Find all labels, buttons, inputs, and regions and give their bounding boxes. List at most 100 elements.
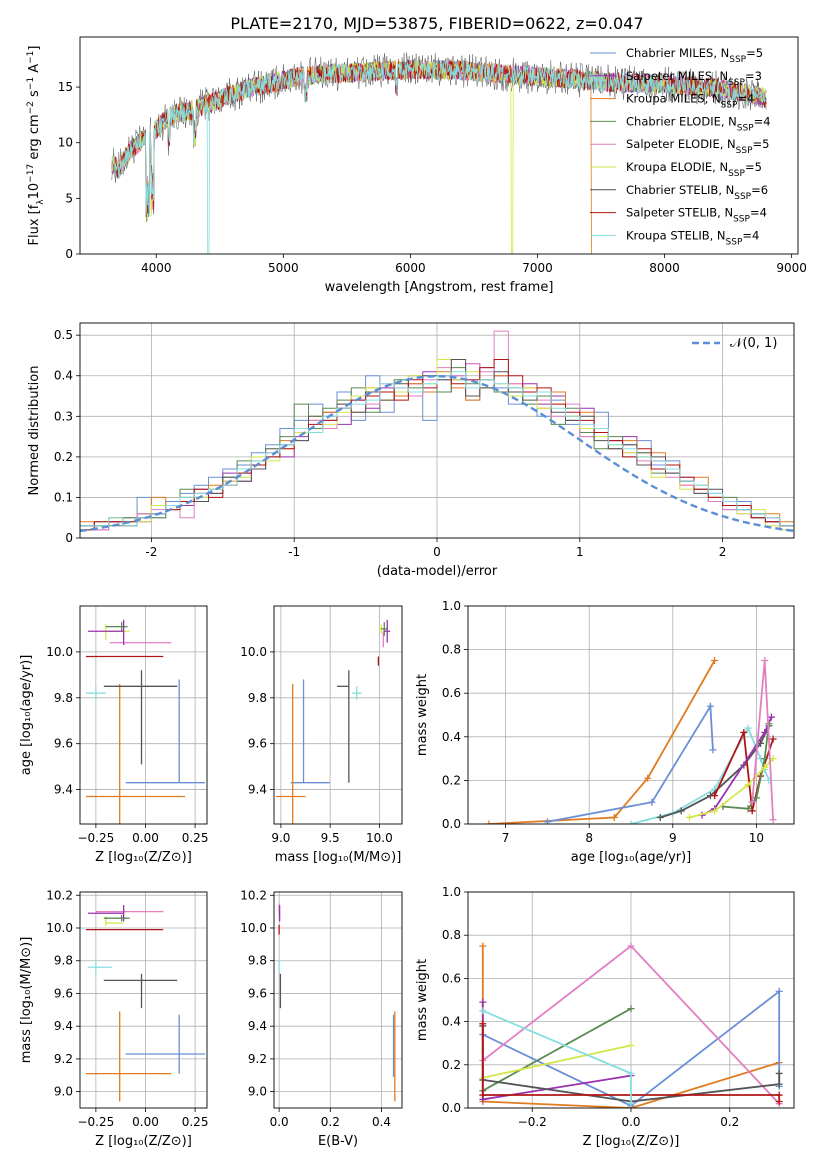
- series-marker: [767, 713, 775, 721]
- legend-entry: Salpeter MILES, NSSP=3: [626, 69, 762, 88]
- series-marker: [543, 818, 551, 824]
- y-tick-label: 9.0: [248, 1085, 267, 1099]
- figure-title: PLATE=2170, MJD=53875, FIBERID=0622, z=0…: [230, 14, 643, 33]
- x-axis-label: age [log₁₀(age/yr)]: [571, 850, 692, 865]
- series-marker: [610, 813, 618, 821]
- gaussian-curve: [80, 374, 794, 533]
- x-axis-label: (data-model)/error: [377, 564, 498, 579]
- series-marker: [769, 735, 777, 743]
- legend-entry: Salpeter STELIB, NSSP=4: [626, 206, 767, 225]
- residuals-panel: -2 -1 0 1 2 0 0.1 0.2 0.3 0.4 0.5 (data-model)/erro…: [27, 322, 795, 579]
- y-tick-label: 10.2: [240, 888, 267, 902]
- y-axis-label: mass weight: [415, 959, 430, 1041]
- series-marker: [748, 798, 756, 806]
- x-tick-label: 0.0: [621, 1115, 640, 1129]
- series-marker: [711, 657, 719, 664]
- series-marker: [775, 1080, 783, 1088]
- series-marker: [479, 1007, 487, 1015]
- x-tick-label: 0.4: [372, 1115, 391, 1129]
- y-tick-label: 10.0: [240, 921, 267, 935]
- y-tick-label: 0: [65, 531, 73, 545]
- x-axis-label: mass [log₁₀(M/M⊙)]: [275, 850, 402, 865]
- x-tick-label: 9.5: [321, 831, 340, 845]
- axes-frame: [273, 605, 403, 825]
- axes-frame: [467, 891, 795, 1109]
- legend-entry: Chabrier MILES, NSSP=5: [626, 46, 763, 65]
- series-marker: [744, 805, 752, 813]
- series-marker: [479, 998, 487, 1006]
- axes-frame: [79, 605, 208, 825]
- series-marker: [627, 820, 635, 824]
- y-tick-label: 15: [58, 80, 73, 94]
- series-marker: [744, 724, 752, 732]
- series-marker: [479, 1091, 487, 1099]
- x-tick-label: -2: [145, 545, 157, 559]
- mass-vs-ebv-panel: 0.0 0.2 0.4 9.0 9.2 9.4 9.6 9.8 10.0 10.2 E(B-V): [240, 888, 403, 1149]
- x-tick-label: 5000: [268, 261, 299, 275]
- series-marker: [744, 781, 752, 789]
- series-marker: [775, 1091, 783, 1099]
- histogram-step: [80, 367, 794, 531]
- y-tick-label: 0.6: [442, 686, 461, 700]
- series-marker: [648, 798, 656, 806]
- age-vs-metallicity-panel: −0.25 0.00 0.25 9.4 9.6 9.8 10.0 Z [log₁₀(Z/Z⊙)…: [19, 605, 209, 865]
- legend-entry: Chabrier STELIB, NSSP=6: [626, 183, 768, 202]
- y-tick-label: 1.0: [442, 599, 461, 613]
- legend-entry: Kroupa STELIB, NSSP=4: [626, 228, 759, 247]
- x-tick-label: 7000: [522, 261, 553, 275]
- y-tick-label: 9.6: [54, 986, 73, 1000]
- x-tick-label: 8: [585, 831, 593, 845]
- x-tick-label: 0.2: [321, 1115, 340, 1129]
- series-marker: [706, 702, 714, 710]
- series-line: [482, 989, 781, 1107]
- x-tick-label: 0.25: [182, 831, 209, 845]
- series-marker: [775, 987, 783, 995]
- series-marker: [709, 746, 717, 754]
- y-tick-label: 10.0: [46, 921, 73, 935]
- x-axis-label: Z [log₁₀(Z/Z⊙)]: [95, 850, 192, 865]
- x-tick-label: 8000: [649, 261, 680, 275]
- x-tick-label: −0.25: [77, 1115, 114, 1129]
- series-marker: [677, 807, 685, 815]
- y-tick-label: 0.5: [54, 328, 73, 342]
- y-axis-label: Normed distribution: [27, 366, 42, 496]
- age-vs-mass-panel: 9.0 9.5 10.0 9.4 9.6 9.8 10.0 mass [log₁₀(M/M⊙)…: [240, 605, 403, 865]
- series-marker: [775, 1098, 783, 1106]
- y-tick-label: 9.2: [54, 1052, 73, 1066]
- axes-frame: [273, 891, 403, 1109]
- x-axis-label: E(B-V): [318, 1134, 358, 1149]
- axes-frame: [79, 36, 799, 255]
- x-axis-label: Z [log₁₀(Z/Z⊙)]: [95, 1134, 192, 1149]
- spectrum-line: [111, 59, 593, 254]
- series-marker: [761, 657, 769, 664]
- series-marker: [485, 820, 493, 824]
- legend-entry: Salpeter ELODIE, NSSP=5: [626, 137, 769, 156]
- series-marker: [627, 1005, 635, 1013]
- x-tick-label: 0: [433, 545, 441, 559]
- y-tick-label: 0.3: [54, 409, 73, 423]
- y-tick-label: 0.4: [54, 369, 73, 383]
- series-marker: [644, 774, 652, 782]
- weight-vs-metallicity-panel: −0.2 0.0 0.2 0.0 0.2 0.4 0.6 0.8 1.0 Z [log₁₀(Z/Z…: [415, 885, 795, 1149]
- x-tick-label: 0.00: [132, 831, 159, 845]
- x-axis-label: wavelength [Angstrom, rest frame]: [325, 280, 554, 295]
- y-tick-label: 9.4: [54, 783, 73, 797]
- x-tick-label: 0.25: [182, 1115, 209, 1129]
- y-tick-label: 0.6: [442, 971, 461, 985]
- x-tick-label: 9.0: [271, 831, 290, 845]
- y-tick-label: 10.0: [46, 645, 73, 659]
- y-tick-label: 5: [65, 191, 73, 205]
- y-tick-label: 9.4: [54, 1019, 73, 1033]
- y-tick-label: 0.0: [442, 1101, 461, 1115]
- legend-entry: Chabrier ELODIE, NSSP=4: [626, 114, 771, 133]
- x-tick-label: −0.25: [77, 831, 114, 845]
- series-marker: [627, 1041, 635, 1049]
- series-marker: [740, 728, 748, 736]
- series-line: [482, 1044, 632, 1079]
- y-tick-label: 9.4: [248, 1019, 267, 1033]
- y-tick-label: 0.4: [442, 1015, 461, 1029]
- spectrum-line: [111, 59, 767, 254]
- series-marker: [627, 1069, 635, 1077]
- y-tick-label: 10: [58, 136, 73, 150]
